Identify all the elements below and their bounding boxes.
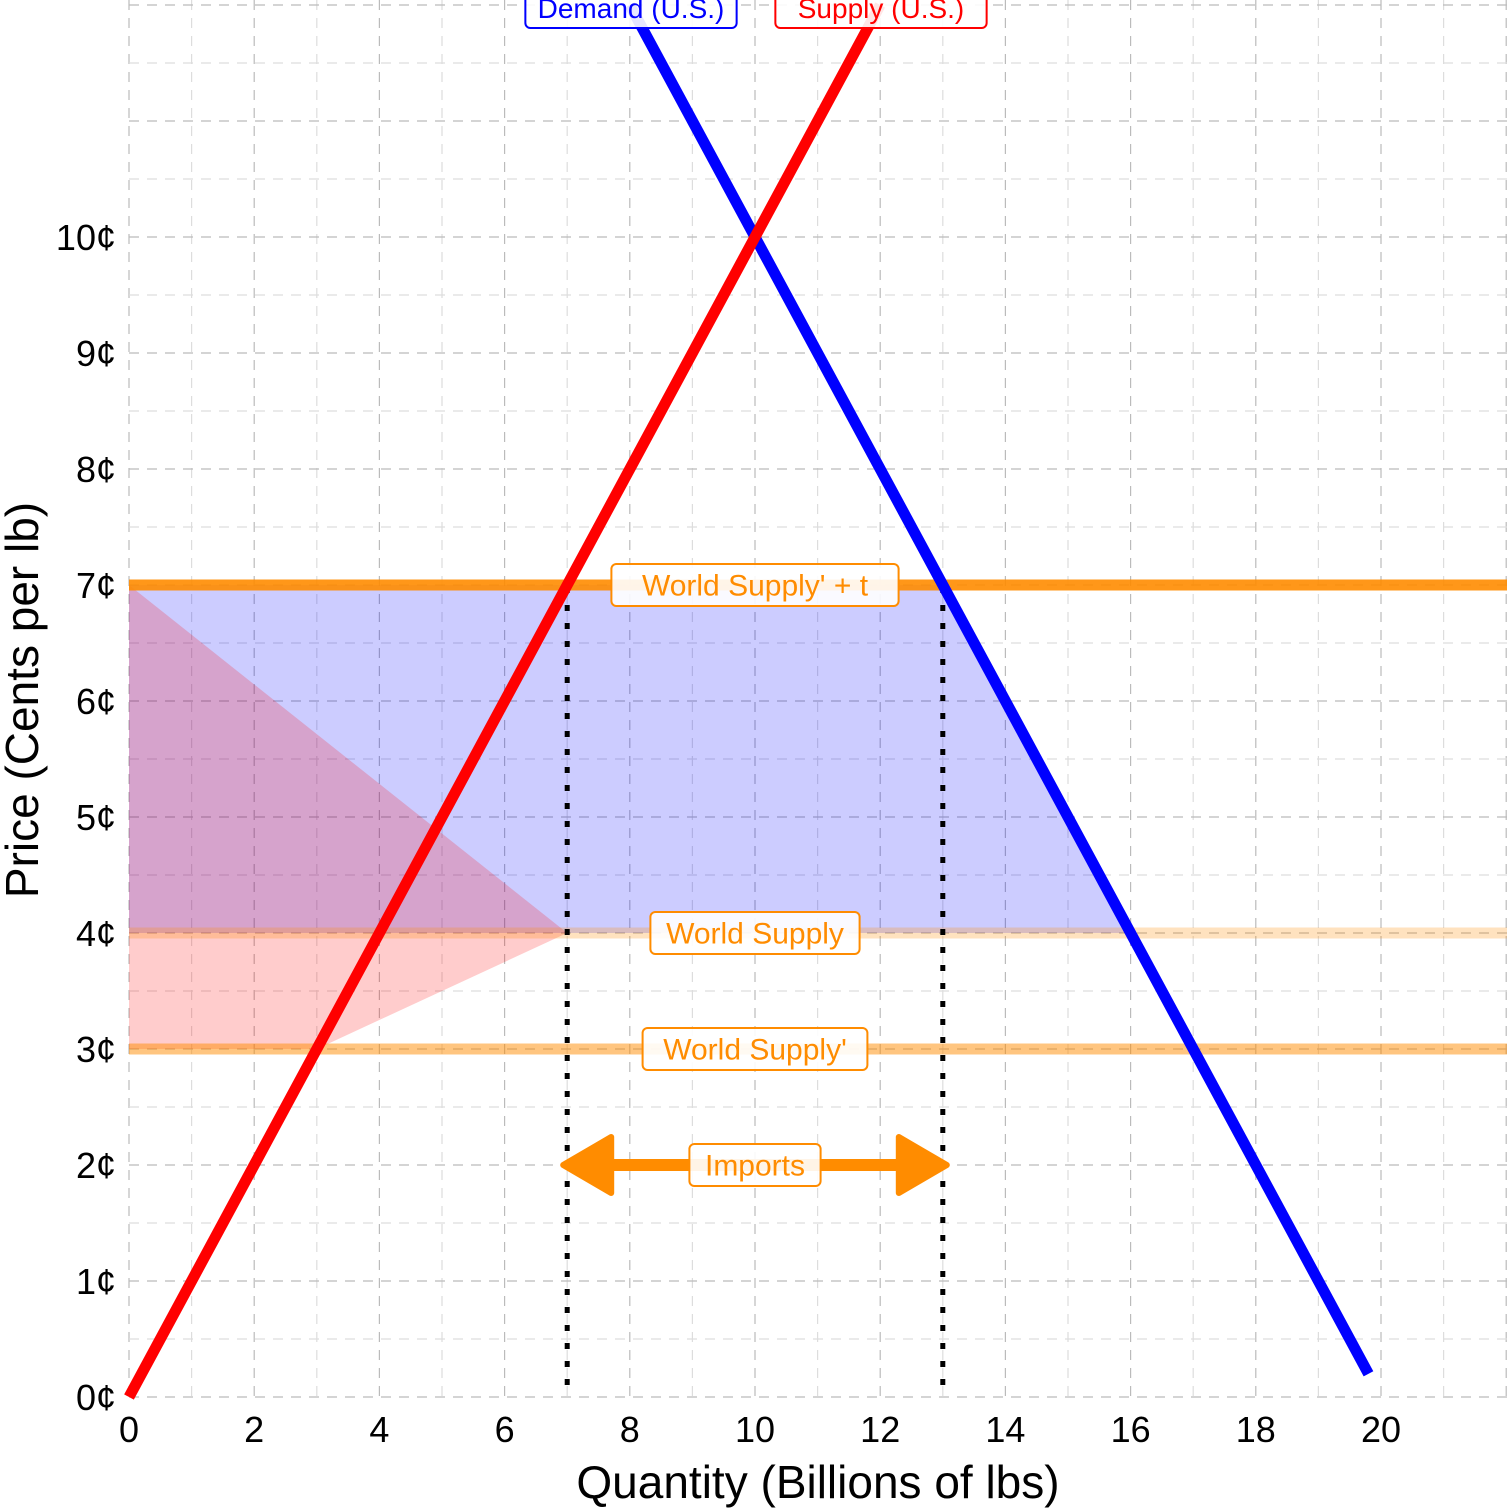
demand-label-text: Demand (U.S.) bbox=[538, 0, 725, 24]
axis-ticks: 0 2 4 6 8 10 12 14 16 18 20 0¢ 1¢ 2¢ 3¢ 4¢ 5¢ 6¢ 7¢ 8¢ 9¢ 10¢ bbox=[56, 217, 1401, 1450]
x-tick-label: 8 bbox=[620, 1409, 640, 1450]
world-supply-prime-label-text: World Supply' bbox=[663, 1034, 847, 1067]
y-tick-label: 10¢ bbox=[56, 217, 116, 258]
y-tick-label: 4¢ bbox=[76, 913, 116, 954]
curves bbox=[124, 2, 1374, 1400]
world-supply-t-label-box bbox=[610, 563, 900, 607]
y-tick-label: 5¢ bbox=[76, 797, 116, 838]
supply-label-text: Supply (U.S.) bbox=[798, 0, 965, 24]
world-supply-prime-label: World Supply' bbox=[641, 1027, 869, 1071]
x-tick-label: 4 bbox=[369, 1409, 389, 1450]
x-tick-label: 2 bbox=[244, 1409, 264, 1450]
demand-label-box bbox=[524, 0, 738, 29]
y-tick-label: 1¢ bbox=[76, 1261, 116, 1302]
x-tick-label: 18 bbox=[1236, 1409, 1276, 1450]
y-tick-label: 0¢ bbox=[76, 1377, 116, 1418]
imports-label-text: Imports bbox=[705, 1150, 805, 1183]
world-supply-t-label-text: World Supply' + t bbox=[642, 570, 869, 603]
world-supply-prime-label-box bbox=[641, 1027, 869, 1071]
line-labels: Demand (U.S.) Supply (U.S.) World Supply' … bbox=[524, 0, 988, 1196]
x-tick-label: 0 bbox=[119, 1409, 139, 1450]
y-tick-label: 3¢ bbox=[76, 1029, 116, 1070]
x-tick-label: 12 bbox=[860, 1409, 900, 1450]
world-supply-label: World Supply bbox=[649, 911, 861, 955]
y-tick-label: 6¢ bbox=[76, 681, 116, 722]
x-tick-label: 14 bbox=[985, 1409, 1025, 1450]
imports-arrow-right-head bbox=[895, 1134, 950, 1196]
world-supply-t-label: World Supply' + t bbox=[610, 563, 900, 607]
shaded-areas bbox=[129, 585, 1131, 1049]
consumer-area bbox=[129, 585, 1131, 933]
x-axis-label: Quantity (Billions of lbs) bbox=[576, 1456, 1059, 1508]
x-tick-label: 16 bbox=[1111, 1409, 1151, 1450]
supply-label-box bbox=[774, 0, 988, 29]
y-tick-label: 2¢ bbox=[76, 1145, 116, 1186]
y-tick-label: 7¢ bbox=[76, 565, 116, 606]
demand-label: Demand (U.S.) bbox=[524, 0, 738, 29]
y-tick-label: 9¢ bbox=[76, 333, 116, 374]
producer-area bbox=[129, 585, 568, 1049]
imports-arrow-left-head bbox=[560, 1134, 615, 1196]
imports-label: Imports bbox=[688, 1143, 822, 1187]
y-axis-label: Price (Cents per lb) bbox=[0, 502, 48, 898]
x-tick-label: 10 bbox=[735, 1409, 775, 1450]
y-tick-label: 8¢ bbox=[76, 449, 116, 490]
x-tick-label: 6 bbox=[495, 1409, 515, 1450]
imports-label-box bbox=[688, 1143, 822, 1187]
dotted-quantity-lines bbox=[564, 585, 946, 1385]
x-tick-label: 20 bbox=[1361, 1409, 1401, 1450]
world-supply-label-box bbox=[649, 911, 861, 955]
supply-label: Supply (U.S.) bbox=[774, 0, 988, 29]
supply-curve bbox=[124, 2, 886, 1400]
world-supply-label-text: World Supply bbox=[666, 918, 844, 951]
